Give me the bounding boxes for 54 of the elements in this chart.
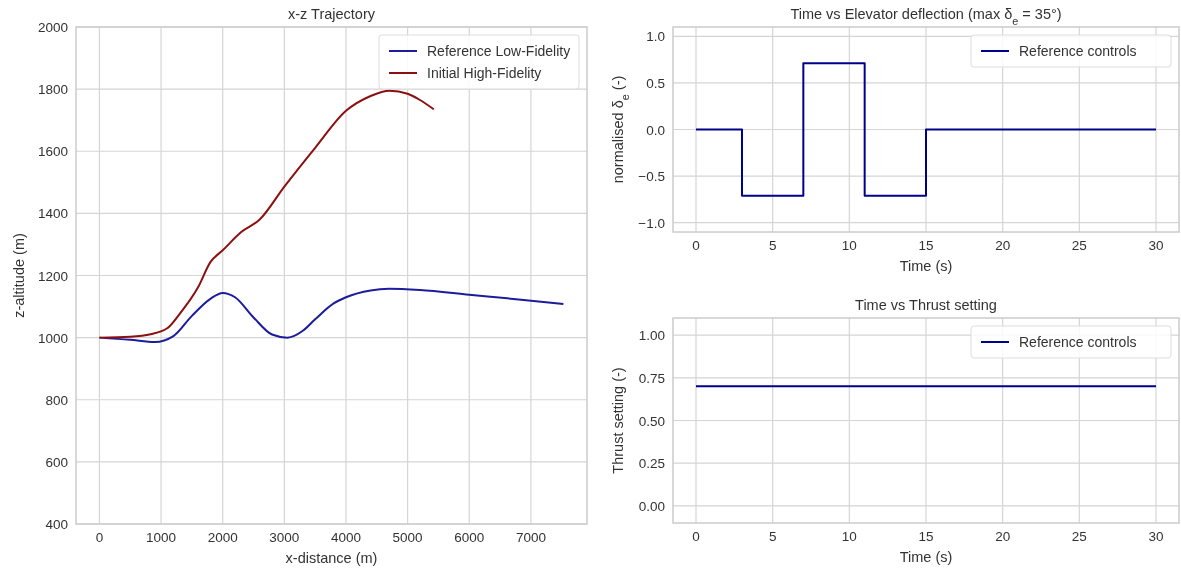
x-tick-label: 6000 <box>454 530 485 545</box>
y-tick-label: 1800 <box>37 82 68 98</box>
x-tick-label: 5 <box>768 238 777 253</box>
y-tick-label: 0.50 <box>638 413 665 429</box>
x-tick-label: 20 <box>995 238 1011 253</box>
y-tick-label: 800 <box>45 392 68 408</box>
y-tick-label: 1000 <box>37 330 68 346</box>
y-tick-label: 1600 <box>37 144 68 160</box>
y-tick-label: 400 <box>45 517 68 532</box>
y-tick-label: 0.5 <box>646 75 665 91</box>
y-tick-label: 0.0 <box>646 122 665 138</box>
chart-title: x-z Trajectory <box>287 6 376 22</box>
x-tick-label: 15 <box>918 529 934 544</box>
y-tick-label: 1.00 <box>638 328 665 344</box>
legend-label: Reference Low-Fidelity <box>427 43 571 59</box>
line-series <box>98 89 435 339</box>
y-tick-label: 1400 <box>37 206 68 222</box>
x-tick-label: 3000 <box>269 530 300 545</box>
y-tick-label: 1200 <box>37 268 68 284</box>
y-tick-label: 2000 <box>37 20 68 35</box>
y-tick-label: 1.0 <box>646 29 665 45</box>
x-tick-label: 30 <box>1148 238 1164 253</box>
x-tick-label: 20 <box>995 529 1011 544</box>
x-axis-title: Time (s) <box>899 258 953 274</box>
y-tick-label: −0.5 <box>638 169 665 185</box>
x-tick-label: 25 <box>1071 238 1087 253</box>
y-tick-label: 0.75 <box>638 370 665 386</box>
x-tick-label: 10 <box>841 529 857 544</box>
chart-title: Time vs Elevator deflection (max δ$_{e}$ = 35°) <box>790 6 1062 27</box>
x-tick-label: 10 <box>841 238 857 253</box>
x-tick-label: 1000 <box>146 530 177 545</box>
legend-label: Reference controls <box>1019 43 1137 59</box>
x-tick-label: 0 <box>95 530 104 545</box>
x-axis-title: Time (s) <box>899 549 953 565</box>
x-tick-label: 5000 <box>392 530 423 545</box>
x-tick-label: 30 <box>1148 529 1164 544</box>
y-axis-title: Thrust setting (-) <box>610 367 626 474</box>
y-tick-label: 0.25 <box>638 456 665 472</box>
x-tick-label: 4000 <box>330 530 362 545</box>
y-tick-label: 0.00 <box>638 498 665 514</box>
x-tick-label: 5 <box>768 529 777 544</box>
y-tick-label: −1.0 <box>638 215 665 231</box>
x-tick-label: 0 <box>692 238 700 253</box>
x-tick-label: 0 <box>692 529 700 544</box>
x-tick-label: 15 <box>918 238 934 253</box>
x-tick-label: 2000 <box>207 530 238 545</box>
x-axis-title: x-distance (m) <box>285 550 378 566</box>
x-tick-label: 7000 <box>515 530 546 545</box>
x-tick-label: 25 <box>1071 529 1087 544</box>
y-axis-title: z-altitude (m) <box>11 233 27 318</box>
legend-label: Initial High-Fidelity <box>427 65 542 81</box>
chart-title: Time vs Thrust setting <box>855 297 997 313</box>
y-tick-label: 600 <box>45 454 68 470</box>
legend-label: Reference controls <box>1019 334 1137 350</box>
